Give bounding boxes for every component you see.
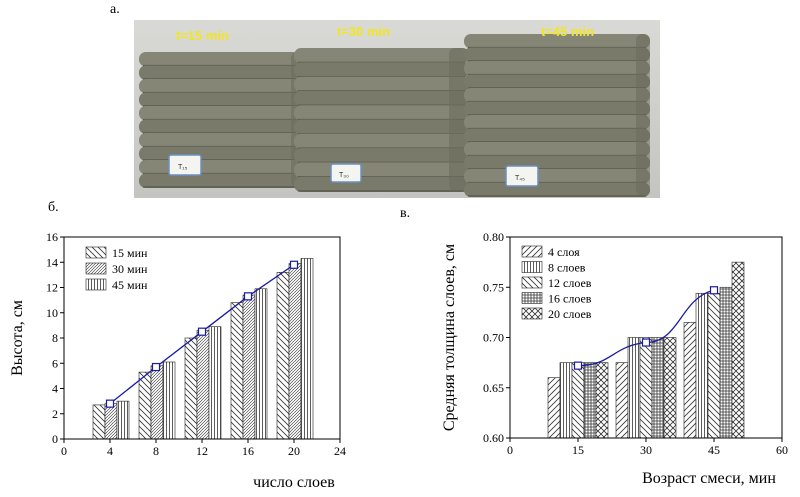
y-tick-label: 14: [46, 255, 58, 269]
y-axis-label: Высота, см: [9, 300, 26, 376]
bar-2-4: [300, 258, 314, 440]
tag-45: T₄₅: [515, 175, 525, 182]
panel-label-c: в.: [400, 206, 411, 221]
y-tick-label: 10: [46, 306, 58, 320]
bar-4-2: [731, 261, 745, 439]
specimen-photo: t=15 min t=30 min t=45 min T₁₅ T₃₀ T₄₅: [134, 20, 660, 198]
x-axis-label: Возраст смеси, мин: [642, 470, 776, 487]
x-tick-label: 15: [572, 443, 584, 457]
bar-1-2: [695, 292, 709, 439]
chart-thickness-vs-age: 0 15 30 45 60 0.60 0.65 0.70 0.75 0.80 Возраст сме…: [441, 230, 788, 487]
bar-0-0: [547, 377, 561, 439]
time-label-45: t=45 min: [541, 24, 594, 39]
bar-0-1: [615, 362, 629, 439]
legend-label: 30 мин: [112, 262, 148, 276]
specimen-stack-15: [139, 52, 309, 188]
panel-label-b: б.: [48, 200, 59, 215]
bar-2-2: [208, 326, 222, 440]
legend-label: 15 мин: [112, 246, 148, 260]
trend-marker-0: [105, 399, 115, 408]
y-axis-label: Средняя толщина слоев, см: [441, 244, 458, 431]
legend-label: 12 слоев: [548, 276, 592, 290]
bar-1-1: [150, 365, 164, 440]
bar-1-0: [559, 362, 573, 439]
bar-1-0: [104, 403, 118, 440]
tag-30: T₃₀: [339, 172, 349, 179]
bar-3-2: [719, 286, 733, 439]
trend-marker-1: [641, 338, 651, 347]
y-tick-label: 2: [52, 407, 58, 421]
bar-2-0: [116, 400, 130, 440]
x-tick-label: 0: [507, 443, 513, 457]
x-tick-label: 60: [776, 443, 788, 457]
trend-marker-3: [243, 292, 253, 301]
x-tick-label: 8: [153, 444, 159, 458]
y-tick-label: 6: [52, 356, 58, 370]
x-tick-label: 30: [640, 443, 652, 457]
x-axis-label: число слоев: [253, 474, 335, 491]
x-tick-label: 12: [196, 444, 208, 458]
panel-label-a: а.: [110, 2, 120, 17]
x-tick-label: 45: [708, 443, 720, 457]
legend-label: 16 слоев: [548, 292, 592, 306]
trend-marker-1: [151, 362, 161, 372]
trend-marker-0: [573, 361, 583, 370]
specimen-stack-45: [464, 34, 650, 197]
bar-0-2: [683, 322, 697, 439]
time-label-15: t=15 min: [176, 28, 229, 43]
bar-2-1: [639, 337, 653, 439]
bar-2-1: [162, 361, 176, 440]
bar-4-1: [663, 337, 677, 439]
legend-label: 20 слоев: [548, 307, 592, 321]
y-tick-label: 0.60: [483, 431, 504, 445]
tag-15: T₁₅: [178, 164, 188, 171]
x-tick-label: 24: [334, 444, 346, 458]
bar-3-1: [651, 337, 665, 439]
trend-marker-2: [197, 327, 207, 336]
y-tick-label: 0.75: [483, 280, 504, 294]
bar-0-4: [276, 272, 290, 440]
y-tick-label: 16: [46, 230, 58, 244]
bar-0-1: [138, 371, 152, 440]
y-tick-label: 12: [46, 281, 58, 295]
bar-2-3: [254, 288, 268, 440]
legend-label: 45 мин: [112, 278, 148, 292]
x-tick-label: 20: [288, 444, 300, 458]
x-tick-label: 4: [107, 444, 113, 458]
bar-2-2: [707, 292, 721, 439]
bar-2-0: [571, 362, 585, 439]
trend-marker-4: [289, 260, 299, 269]
bar-1-2: [196, 330, 210, 440]
bar-0-2: [184, 337, 198, 440]
bar-1-3: [242, 294, 256, 440]
y-tick-label: 4: [52, 382, 58, 396]
legend-label: 8 слоев: [548, 261, 586, 275]
specimen-stack-30: [294, 48, 469, 192]
bar-4-0: [595, 362, 609, 439]
trend-marker-2: [709, 286, 719, 295]
y-tick-label: 0.70: [483, 331, 504, 345]
bar-3-0: [583, 362, 597, 439]
y-tick-label: 0: [52, 432, 58, 446]
x-tick-label: 0: [61, 444, 67, 458]
y-tick-label: 0.65: [483, 381, 504, 395]
bar-1-4: [288, 263, 302, 440]
bar-0-3: [230, 302, 244, 440]
x-tick-label: 16: [242, 444, 254, 458]
bar-1-1: [627, 337, 641, 439]
y-tick-label: 0.80: [483, 230, 504, 244]
legend-label: 4 слоя: [548, 245, 580, 259]
bar-0-0: [92, 404, 106, 440]
y-tick-label: 8: [52, 331, 58, 345]
time-label-30: t=30 min: [337, 24, 390, 39]
